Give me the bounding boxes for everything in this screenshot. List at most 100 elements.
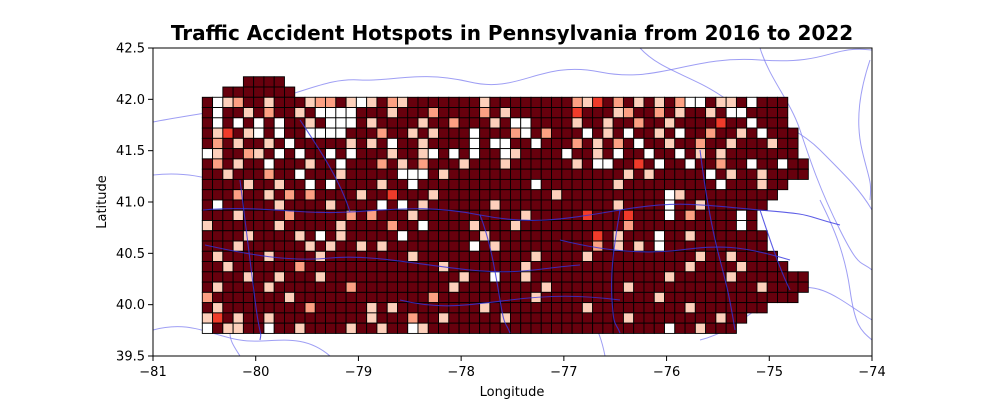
heatmap-cell [489,240,501,252]
heatmap-cell [284,137,296,150]
heatmap-cell [715,158,727,170]
heatmap-cell [304,117,316,129]
heatmap-cell [201,178,214,191]
heatmap-cell [417,148,429,160]
heatmap-cell [284,199,296,211]
y-tick-label: 40.0 [116,298,145,313]
heatmap-cell [664,158,676,170]
heatmap-cell [479,281,491,293]
heatmap-cell [284,230,296,242]
heatmap-cell [735,220,748,232]
heatmap-cell [551,220,563,232]
heatmap-cell [294,107,306,119]
heatmap-cell [684,281,696,293]
heatmap-cell [551,271,563,283]
heatmap-cell [705,291,717,304]
heatmap-cell [448,158,460,170]
heatmap-cell [222,158,234,170]
heatmap-cell [376,220,388,232]
heatmap-cell [397,230,409,242]
heatmap-cell [427,291,439,304]
heatmap-cell [407,250,419,262]
heatmap-cell [284,96,296,108]
heatmap-cell [232,127,244,139]
heatmap-cell [294,148,306,160]
heatmap-cell [376,137,388,150]
heatmap-cell [397,220,409,232]
heatmap-cell [325,107,337,119]
heatmap-cell [386,96,398,108]
heatmap-cell [407,127,419,139]
heatmap-cell [746,137,758,150]
heatmap-cell [766,96,778,108]
heatmap-cell [633,250,645,262]
heatmap-cell [407,230,419,242]
heatmap-cell [376,96,388,108]
heatmap-cell [602,96,614,108]
heatmap-cell [592,148,604,160]
y-tick-label: 42.5 [116,42,145,57]
heatmap-cell [725,168,737,180]
heatmap-cell [479,271,491,283]
heatmap-cell [417,107,429,119]
heatmap-cell [366,96,378,108]
heatmap-cell [602,148,614,160]
heatmap-cell [355,117,368,129]
heatmap-cell [766,281,778,293]
heatmap-cell [612,117,624,129]
heatmap-cell [407,117,419,129]
heatmap-cell [386,291,398,304]
heatmap-cell [602,117,614,129]
heatmap-cell [622,281,635,293]
heatmap-cell [633,96,645,108]
heatmap-cell [284,127,296,139]
heatmap-cell [294,117,306,129]
heatmap-cell [643,271,655,283]
heatmap-cell [355,127,368,139]
heatmap-cell [253,168,265,180]
heatmap-cell [694,117,707,129]
heatmap-cell [715,220,727,232]
heatmap-cell [735,230,748,242]
heatmap-cell [725,96,737,108]
heatmap-cell [571,240,583,252]
heatmap-cell [592,96,604,108]
heatmap-cell [674,178,686,191]
heatmap-cell [417,240,429,252]
heatmap-cell [674,322,686,334]
heatmap-cell [561,220,573,232]
heatmap-cell [397,240,409,252]
heatmap-cell [417,261,429,273]
heatmap-cell [458,230,470,242]
heatmap-cell [427,322,439,334]
heatmap-cell [705,107,717,119]
heatmap-cell [561,199,573,211]
heatmap-cell [201,261,214,273]
heatmap-cell [746,168,758,180]
y-tick-label: 39.5 [116,350,145,365]
heatmap-cell [499,312,511,324]
heatmap-cell [201,168,214,180]
heatmap-cell [530,158,542,170]
road-line [399,295,621,307]
heatmap-cell [427,137,439,150]
heatmap-cell [376,107,388,119]
heatmap-cell [581,220,594,232]
heatmap-cell [314,271,327,283]
heatmap-cell [273,76,285,88]
heatmap-cell [715,189,727,201]
heatmap-cell [386,158,398,170]
heatmap-cell [694,271,707,283]
heatmap-cell [448,302,460,314]
heatmap-cell [253,189,265,201]
heatmap-cell [427,230,439,242]
heatmap-cell [263,137,275,150]
heatmap-cell [653,148,665,160]
heatmap-cell [242,168,255,180]
heatmap-cell [479,127,491,139]
heatmap-cell [407,158,419,170]
heatmap-cell [366,281,378,293]
heatmap-cell [735,302,748,314]
heatmap-cell [746,107,758,119]
heatmap-cell [530,137,542,150]
